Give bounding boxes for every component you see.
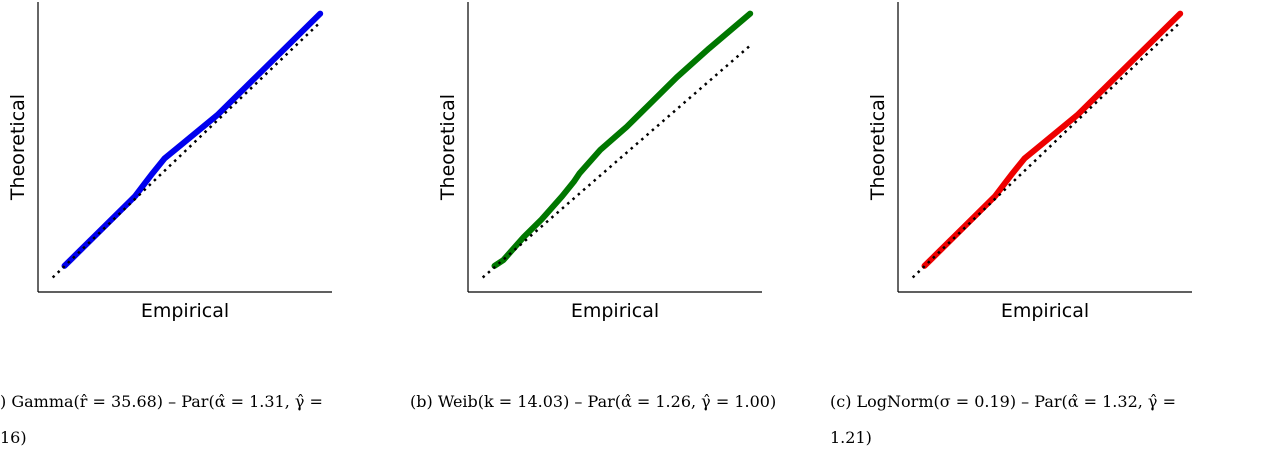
qq-series-line xyxy=(921,10,1184,269)
caption-a-line-2: 16) xyxy=(0,428,27,447)
caption-a-line-1: ) Gamma(r̂ = 35.68) – Par(α̂ = 1.31, γ̂ … xyxy=(0,392,323,411)
caption-c: (c) LogNorm(σ = 0.19) – Par(α̂ = 1.32, γ… xyxy=(830,384,1260,456)
qq-chart-a: Empirical Theoretical xyxy=(7,2,332,322)
reference-line xyxy=(481,44,752,279)
caption-b: (b) Weib(k = 14.03) – Par(α̂ = 1.26, γ̂ … xyxy=(410,384,850,420)
x-axis-label: Empirical xyxy=(141,300,229,322)
y-axis-label: Theoretical xyxy=(7,94,29,201)
caption-c-line-1: (c) LogNorm(σ = 0.19) – Par(α̂ = 1.32, γ… xyxy=(830,392,1176,411)
qq-panel-c: Empirical Theoretical (c) LogNorm(σ = 0.1… xyxy=(830,0,1261,447)
y-axis-label: Theoretical xyxy=(867,94,889,201)
x-axis-label: Empirical xyxy=(1001,300,1089,322)
qq-chart-b: Empirical Theoretical xyxy=(437,2,762,322)
caption-b-line-1: (b) Weib(k = 14.03) – Par(α̂ = 1.26, γ̂ … xyxy=(410,392,777,411)
caption-c-line-2: 1.21) xyxy=(830,428,872,447)
caption-a: ) Gamma(r̂ = 35.68) – Par(α̂ = 1.31, γ̂ … xyxy=(0,384,400,456)
x-axis-label: Empirical xyxy=(571,300,659,322)
qq-series-line xyxy=(61,10,324,269)
qq-series-line xyxy=(491,10,754,269)
qq-chart-c: Empirical Theoretical xyxy=(867,2,1192,322)
qq-panel-b: Empirical Theoretical (b) Weib(k = 14.03)… xyxy=(410,0,850,425)
qq-panel-a: Empirical Theoretical ) Gamma(r̂ = 35.68)… xyxy=(0,0,420,447)
reference-line xyxy=(911,21,1182,279)
reference-line xyxy=(51,21,322,279)
y-axis-label: Theoretical xyxy=(437,94,459,201)
